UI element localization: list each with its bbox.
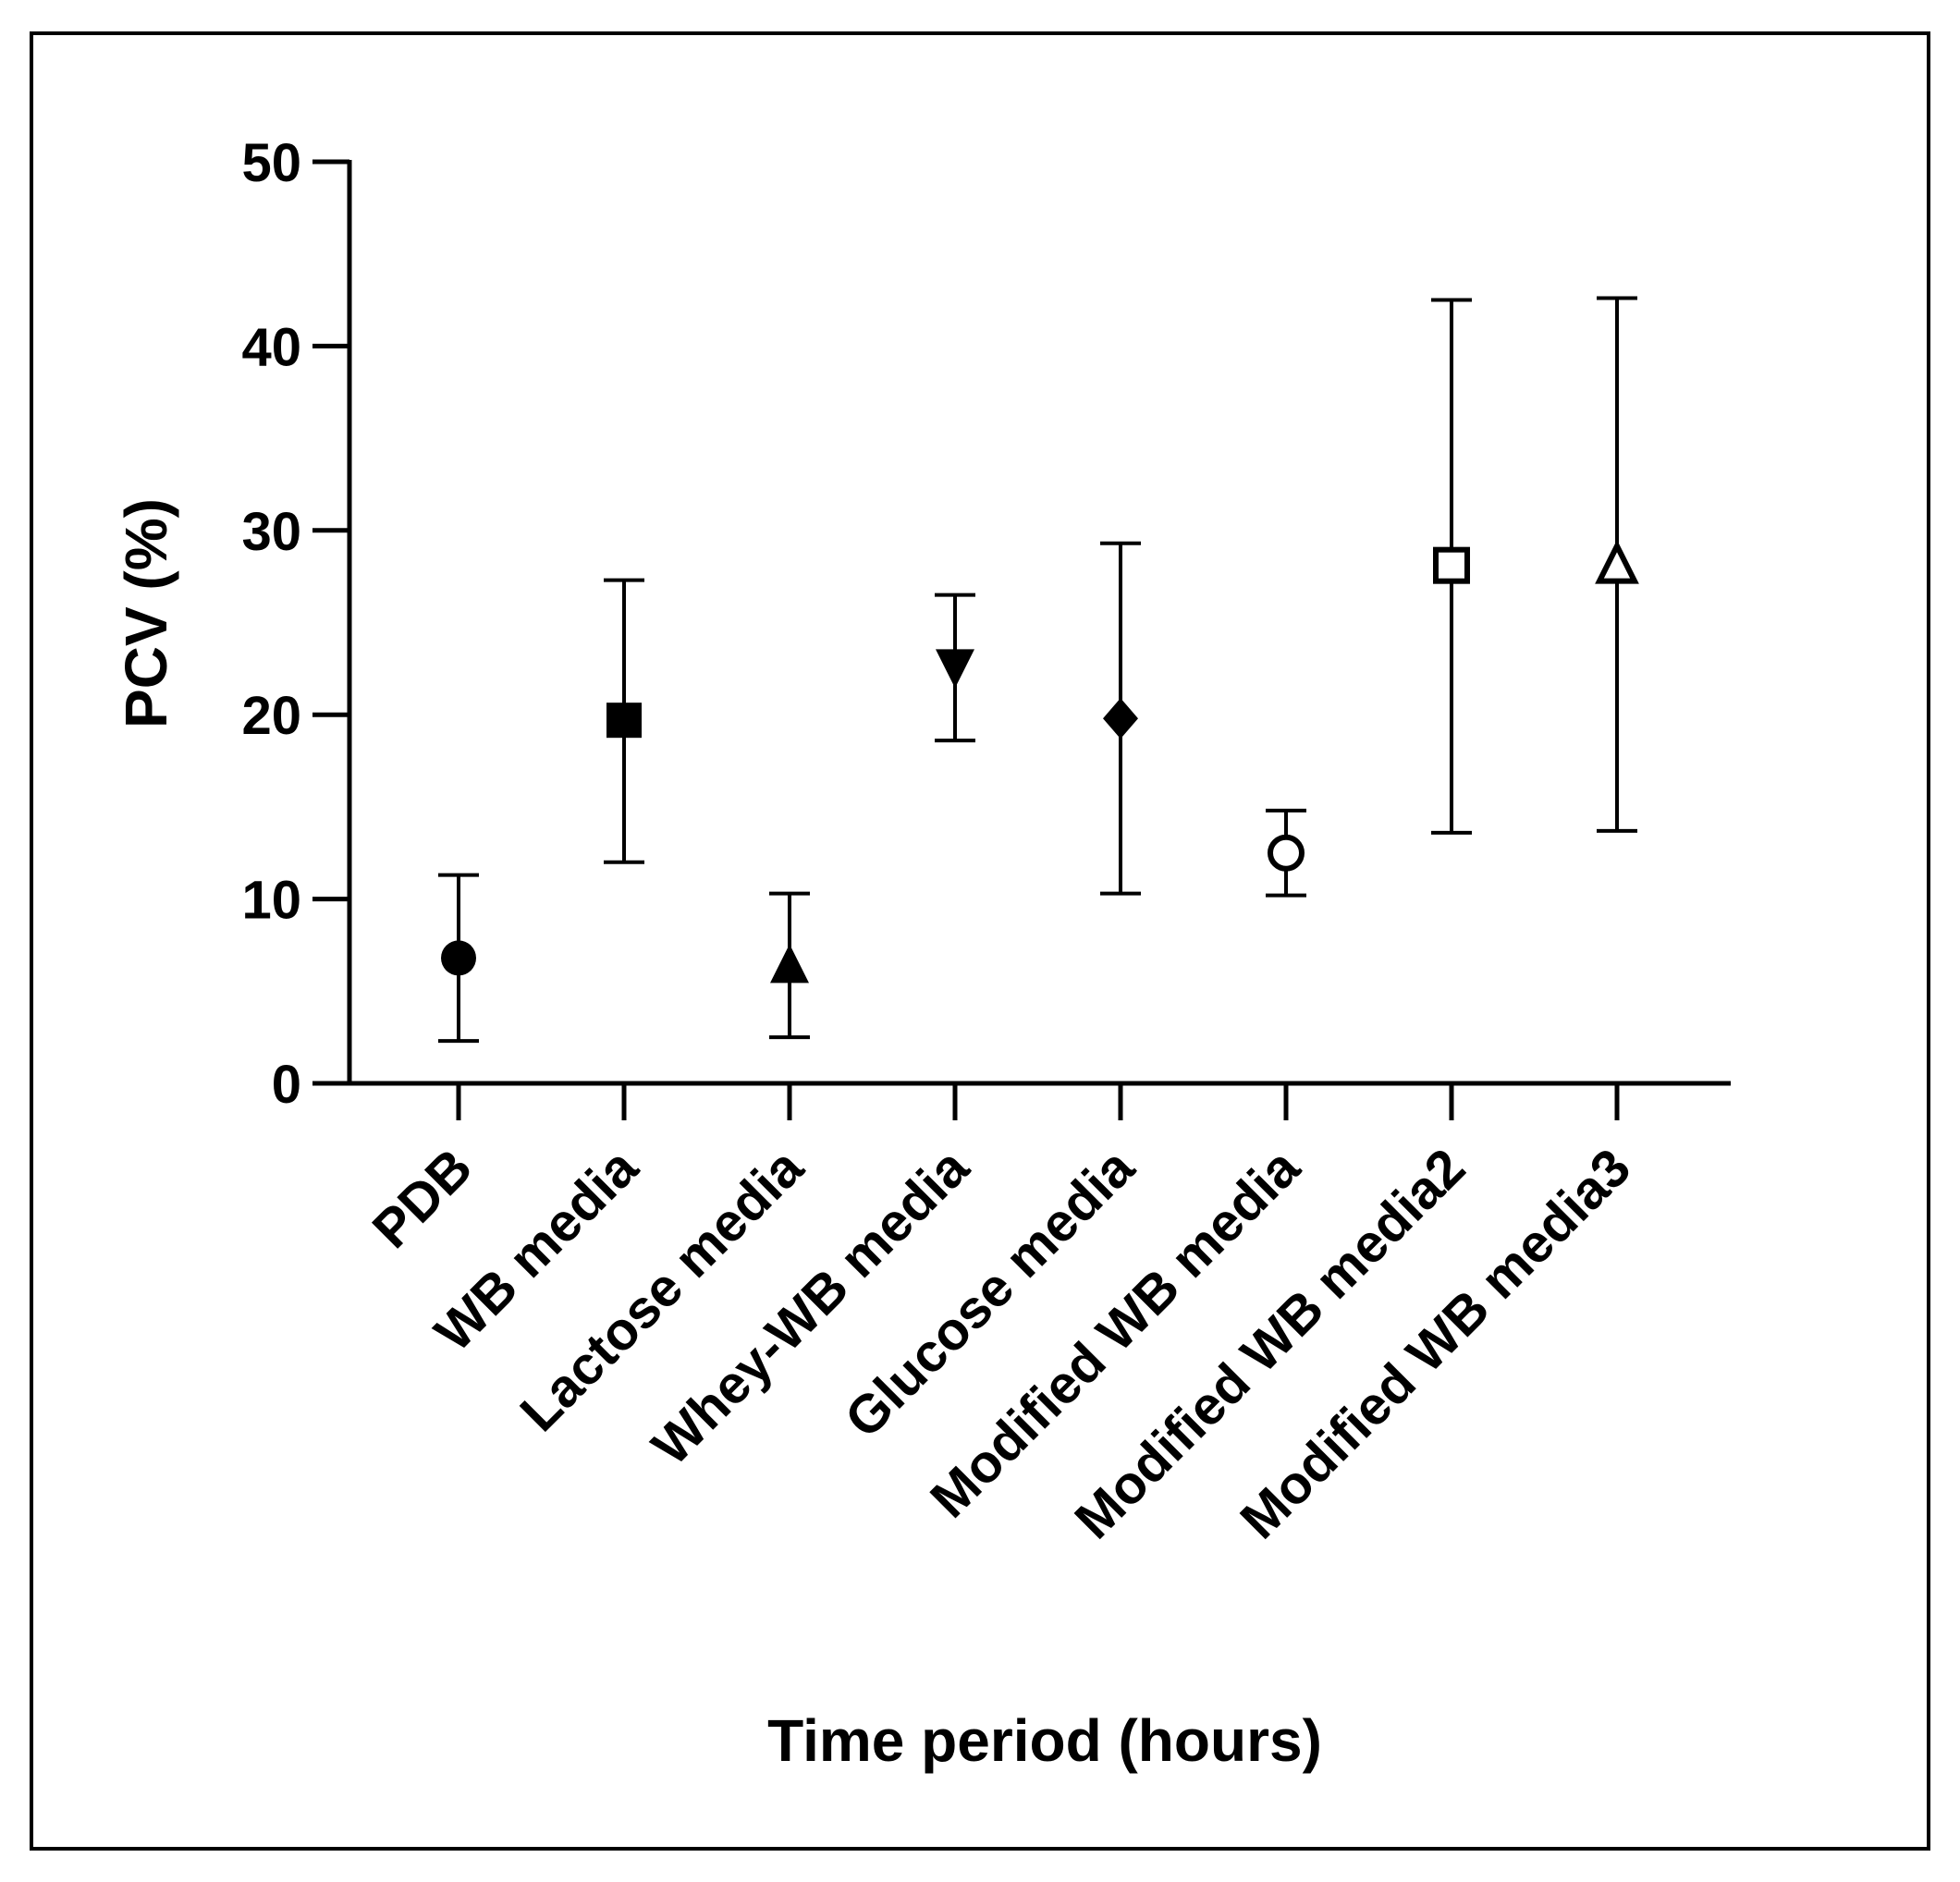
data-point-group — [604, 578, 644, 864]
y-axis-ticks: 0 10 20 30 40 50 — [241, 133, 349, 1115]
x-tick-label: Lactose media — [508, 1137, 815, 1443]
y-tick-label: 30 — [241, 502, 301, 562]
y-tick-label: 50 — [241, 133, 301, 193]
data-marker — [936, 649, 974, 689]
data-marker — [606, 703, 642, 739]
data-point-group — [1100, 541, 1141, 896]
data-marker — [441, 940, 476, 976]
x-axis-title: Time period (hours) — [767, 1707, 1322, 1774]
data-point-group — [1431, 298, 1472, 835]
data-point-group — [1595, 296, 1639, 833]
y-tick-label: 20 — [241, 686, 301, 746]
figure-frame — [30, 31, 1930, 1851]
y-tick-label: 10 — [241, 871, 301, 931]
data-marker — [1103, 698, 1138, 739]
x-tick-label: Glucose media — [833, 1137, 1145, 1449]
y-tick-label: 40 — [241, 317, 301, 377]
y-axis-title: PCV (%) — [113, 498, 179, 728]
x-tick-label: Whey-WB media — [641, 1137, 981, 1477]
data-point-group — [935, 593, 975, 743]
data-point-group — [438, 873, 479, 1044]
data-marker — [1595, 539, 1639, 584]
data-point-group — [769, 891, 810, 1040]
data-marker — [1433, 546, 1470, 584]
data-marker — [1268, 834, 1305, 872]
data-series — [438, 296, 1639, 1044]
y-tick-label: 0 — [272, 1055, 301, 1115]
x-tick-label: PDB — [361, 1137, 484, 1260]
data-marker — [770, 944, 809, 984]
data-point-group — [1266, 808, 1306, 898]
